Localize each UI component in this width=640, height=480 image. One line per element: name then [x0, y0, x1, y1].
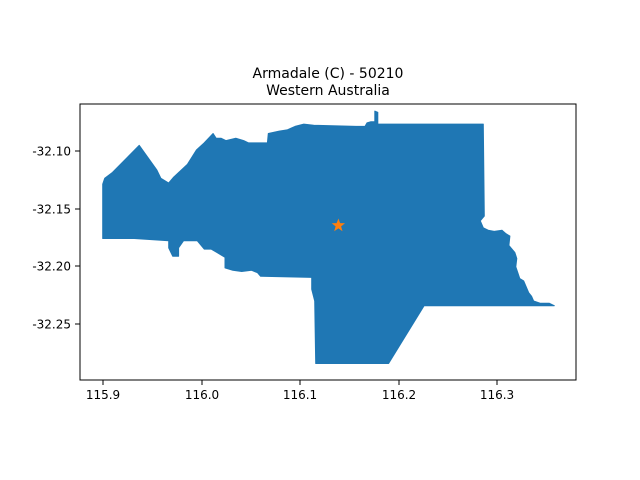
x-axis: 115.9 116.0 116.1 116.2 116.3	[86, 380, 514, 402]
x-tick-label: 116.1	[283, 388, 317, 402]
x-tick-label: 115.9	[86, 388, 120, 402]
plot-area	[102, 110, 555, 364]
x-tick-label: 116.3	[480, 388, 514, 402]
centroid-marker	[331, 218, 345, 232]
y-tick-label: -32.15	[32, 203, 71, 217]
x-tick-label: 116.0	[185, 388, 219, 402]
map-subtitle: Western Australia	[266, 83, 390, 99]
y-tick-label: -32.20	[32, 260, 71, 274]
y-tick-label: -32.25	[32, 318, 71, 332]
map-title: Armadale (C) - 50210	[253, 66, 404, 82]
x-tick-label: 116.2	[382, 388, 416, 402]
y-tick-label: -32.10	[32, 145, 71, 159]
region-polygon	[102, 110, 555, 364]
y-axis: -32.10 -32.15 -32.20 -32.25	[32, 145, 80, 332]
axes-frame	[79, 103, 577, 381]
